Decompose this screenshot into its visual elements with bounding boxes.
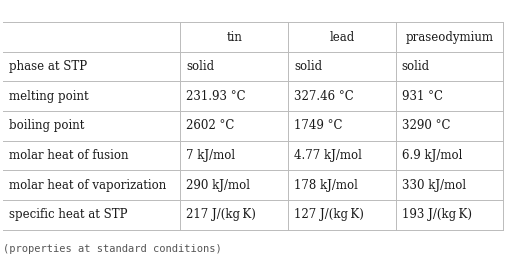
Text: molar heat of vaporization: molar heat of vaporization <box>9 179 166 192</box>
Text: (properties at standard conditions): (properties at standard conditions) <box>3 244 221 254</box>
Text: 178 kJ/mol: 178 kJ/mol <box>293 179 358 192</box>
Text: molar heat of fusion: molar heat of fusion <box>9 149 128 162</box>
Text: praseodymium: praseodymium <box>405 31 493 44</box>
Text: tin: tin <box>226 31 242 44</box>
Text: lead: lead <box>329 31 354 44</box>
Text: boiling point: boiling point <box>9 120 84 132</box>
Text: specific heat at STP: specific heat at STP <box>9 208 127 221</box>
Text: 330 kJ/mol: 330 kJ/mol <box>401 179 465 192</box>
Text: 6.9 kJ/mol: 6.9 kJ/mol <box>401 149 461 162</box>
Text: 193 J/(kg K): 193 J/(kg K) <box>401 208 471 221</box>
Text: 231.93 °C: 231.93 °C <box>186 90 245 103</box>
Text: 127 J/(kg K): 127 J/(kg K) <box>293 208 363 221</box>
Text: 3290 °C: 3290 °C <box>401 120 449 132</box>
Text: 2602 °C: 2602 °C <box>186 120 234 132</box>
Text: solid: solid <box>293 60 322 73</box>
Text: 4.77 kJ/mol: 4.77 kJ/mol <box>293 149 361 162</box>
Text: 217 J/(kg K): 217 J/(kg K) <box>186 208 256 221</box>
Text: 1749 °C: 1749 °C <box>293 120 342 132</box>
Text: solid: solid <box>186 60 214 73</box>
Text: 327.46 °C: 327.46 °C <box>293 90 353 103</box>
Text: 931 °C: 931 °C <box>401 90 442 103</box>
Text: 290 kJ/mol: 290 kJ/mol <box>186 179 250 192</box>
Text: melting point: melting point <box>9 90 88 103</box>
Text: solid: solid <box>401 60 429 73</box>
Text: 7 kJ/mol: 7 kJ/mol <box>186 149 235 162</box>
Text: phase at STP: phase at STP <box>9 60 86 73</box>
